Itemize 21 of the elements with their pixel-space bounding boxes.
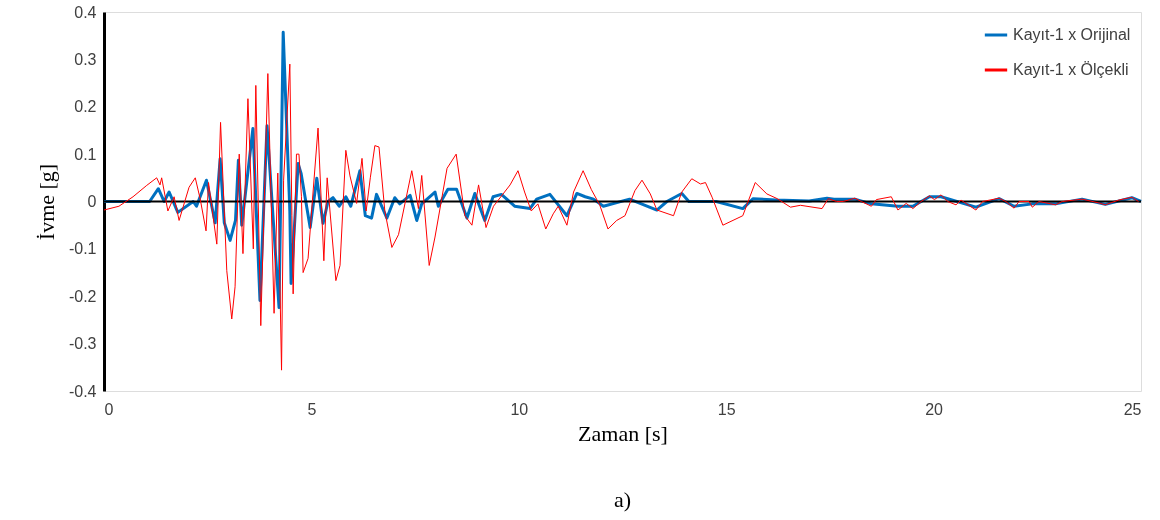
y-tick-label: -0.4 — [68, 382, 97, 400]
x-tick-label: 25 — [1123, 400, 1142, 418]
y-tick-label: -0.3 — [68, 335, 97, 353]
legend-label: Kayıt-1 x Ölçekli — [1013, 61, 1129, 78]
legend-label: Kayıt-1 x Orijinal — [1013, 26, 1131, 43]
y-tick-label: 0.4 — [74, 3, 97, 21]
x-tick-label: 5 — [307, 400, 317, 418]
line-series — [103, 63, 1140, 371]
text: a) — [613, 487, 632, 512]
y-tick-label: -0.2 — [68, 287, 97, 305]
x-tick-label: 10 — [510, 400, 529, 418]
y-axis-title: İvme [g] — [33, 163, 59, 241]
y-tick-label: 0.2 — [74, 98, 97, 116]
x-tick-label: 0 — [104, 400, 114, 418]
y-tick-label: -0.1 — [68, 240, 97, 258]
y-tick-label: 0.1 — [74, 145, 97, 163]
x-tick-label: 20 — [925, 400, 944, 418]
y-tick-label: 0 — [87, 193, 97, 210]
x-tick-label: 15 — [717, 400, 736, 418]
x-axis-title: Zaman [s] — [578, 420, 668, 446]
y-tick-label: 0.3 — [74, 50, 97, 68]
